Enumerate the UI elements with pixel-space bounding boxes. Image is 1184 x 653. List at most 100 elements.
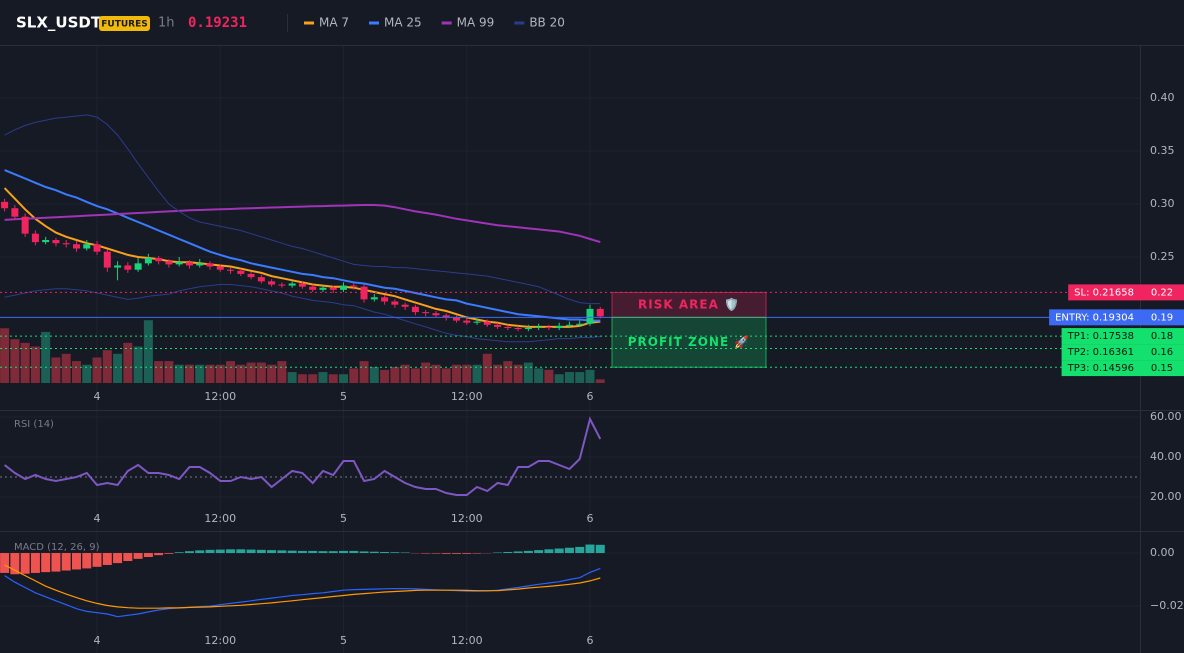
volume-bar bbox=[133, 346, 143, 383]
level-tag bbox=[1061, 360, 1140, 377]
axis-tag bbox=[1140, 328, 1184, 345]
volume-bar bbox=[10, 339, 20, 383]
histogram-bar bbox=[195, 550, 205, 554]
candle-body bbox=[42, 240, 50, 243]
volume-bar bbox=[369, 366, 379, 383]
histogram-bar bbox=[215, 549, 225, 554]
candle-body bbox=[52, 240, 60, 244]
zone-box bbox=[611, 316, 767, 368]
volume-bar bbox=[595, 379, 605, 383]
candle-body bbox=[350, 285, 358, 287]
legend-label: BB 20 bbox=[529, 16, 565, 30]
x-tick-label: 12:00 bbox=[204, 512, 236, 525]
candle-body bbox=[576, 323, 584, 325]
candle-body bbox=[227, 269, 235, 271]
histogram-bar bbox=[328, 551, 338, 554]
symbol: SLX_USDT bbox=[16, 14, 102, 32]
volume-bar bbox=[51, 357, 61, 383]
x-tick-label: 5 bbox=[340, 634, 347, 647]
zone-label: PROFIT ZONE 🚀 bbox=[628, 335, 751, 349]
volume-bar bbox=[544, 369, 554, 383]
histogram-bar bbox=[544, 549, 554, 554]
histogram-bar bbox=[595, 544, 605, 554]
volume-bar bbox=[0, 328, 10, 383]
histogram-bar bbox=[102, 553, 112, 565]
volume-bar bbox=[451, 364, 461, 383]
legend-label: MA 99 bbox=[457, 16, 495, 30]
legend-label: MA 25 bbox=[384, 16, 422, 30]
histogram-bar bbox=[164, 553, 174, 554]
candle-body bbox=[381, 297, 389, 302]
volume-bar bbox=[390, 366, 400, 383]
volume-bar bbox=[441, 368, 451, 383]
histogram-bar bbox=[143, 553, 153, 558]
volume-bar bbox=[400, 364, 410, 383]
y-tick-label: 0.35 bbox=[1150, 144, 1175, 157]
x-tick-label: 5 bbox=[340, 390, 347, 403]
volume-bar bbox=[143, 320, 153, 383]
volume-bar bbox=[20, 342, 30, 383]
candle-body bbox=[411, 306, 419, 313]
zone-label: RISK AREA 🛡️ bbox=[638, 297, 740, 311]
candle-body bbox=[257, 277, 265, 282]
histogram-bar bbox=[564, 547, 574, 554]
level-tag-label: SL: 0.21658 bbox=[1074, 287, 1134, 298]
candle-body bbox=[165, 261, 173, 265]
histogram-bar bbox=[184, 551, 194, 554]
histogram-bar bbox=[421, 553, 431, 554]
y-tick-label: 0.00 bbox=[1150, 546, 1175, 559]
histogram-bar bbox=[174, 552, 184, 554]
ma-line bbox=[4, 204, 601, 244]
level-tag-label: ENTRY: 0.19304 bbox=[1055, 312, 1134, 323]
volume-bar bbox=[349, 368, 359, 383]
candle-body bbox=[31, 233, 39, 243]
volume-bar bbox=[339, 374, 349, 383]
histogram-bar bbox=[462, 553, 472, 554]
axis-tag-label: 0.19 bbox=[1151, 312, 1173, 323]
candle-body bbox=[114, 265, 122, 268]
histogram-bar bbox=[51, 553, 61, 572]
y-tick-label: 20.00 bbox=[1150, 490, 1182, 503]
candle-body bbox=[288, 283, 296, 286]
histogram-bar bbox=[554, 548, 564, 554]
candle-body bbox=[134, 263, 142, 270]
candle-body bbox=[298, 283, 306, 287]
volume-bar bbox=[226, 361, 236, 383]
histogram-bar bbox=[297, 550, 307, 554]
y-tick-label: −0.02 bbox=[1150, 599, 1184, 612]
y-tick-label: 0.40 bbox=[1150, 91, 1175, 104]
axis-tag bbox=[1140, 360, 1184, 377]
histogram-bar bbox=[226, 549, 236, 554]
volume-bar bbox=[482, 353, 492, 383]
volume-bar bbox=[318, 372, 328, 383]
volume-bar bbox=[523, 362, 533, 383]
candle-body bbox=[391, 301, 399, 305]
histogram-bar bbox=[308, 550, 318, 554]
macd-line bbox=[4, 564, 601, 609]
volume-bar bbox=[113, 353, 123, 383]
volume-bar bbox=[410, 368, 420, 383]
macd-line bbox=[4, 567, 601, 618]
histogram-bar bbox=[133, 553, 143, 559]
level-tag-label: TP1: 0.17538 bbox=[1067, 331, 1134, 342]
candle-body bbox=[144, 258, 152, 264]
histogram-bar bbox=[61, 553, 71, 571]
volume-bar bbox=[503, 361, 513, 383]
candle-body bbox=[72, 244, 80, 249]
candle-body bbox=[124, 265, 132, 270]
candle-body bbox=[1, 201, 9, 209]
axis-tag-label: 0.16 bbox=[1151, 347, 1173, 358]
histogram-bar bbox=[431, 553, 441, 554]
y-tick-label: 0.25 bbox=[1150, 250, 1175, 263]
volume-bar bbox=[308, 374, 318, 383]
histogram-bar bbox=[113, 553, 123, 564]
candle-body bbox=[442, 315, 450, 318]
candle-body bbox=[483, 321, 491, 325]
last-price: 0.19231 bbox=[188, 15, 247, 31]
candle-body bbox=[237, 270, 245, 274]
histogram-bar bbox=[441, 553, 451, 554]
candle-body bbox=[401, 304, 409, 307]
histogram-bar bbox=[390, 552, 400, 554]
histogram-bar bbox=[154, 553, 164, 556]
